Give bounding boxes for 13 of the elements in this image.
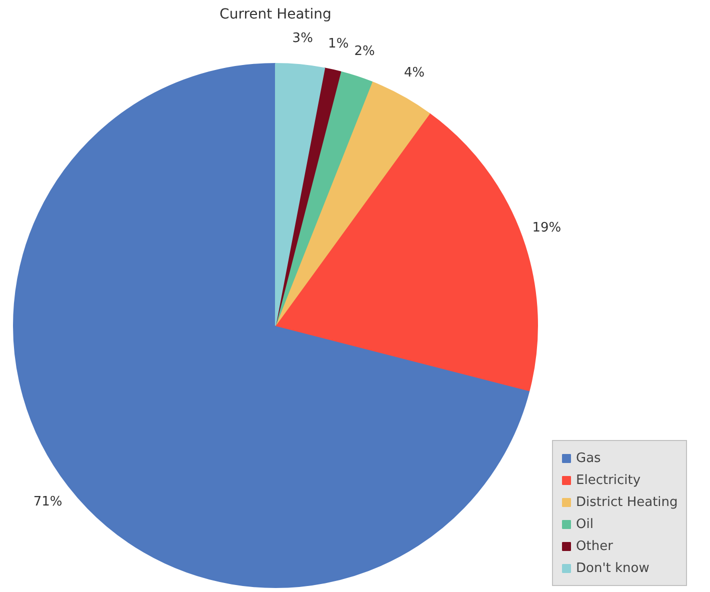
data-label: 71% xyxy=(33,494,62,510)
legend-label: Electricity xyxy=(576,472,641,489)
legend-label: Oil xyxy=(576,516,594,533)
data-label: 4% xyxy=(404,65,425,80)
data-label: 1% xyxy=(328,36,349,52)
chart-title: Current Heating xyxy=(220,6,332,22)
legend-label: Don't know xyxy=(576,560,650,577)
legend-label: Other xyxy=(576,538,613,555)
data-label: 2% xyxy=(354,44,375,59)
legend-label: District Heating xyxy=(576,494,678,511)
data-label: 19% xyxy=(532,220,562,236)
data-label: 3% xyxy=(292,31,313,46)
legend-label: Gas xyxy=(576,450,601,467)
